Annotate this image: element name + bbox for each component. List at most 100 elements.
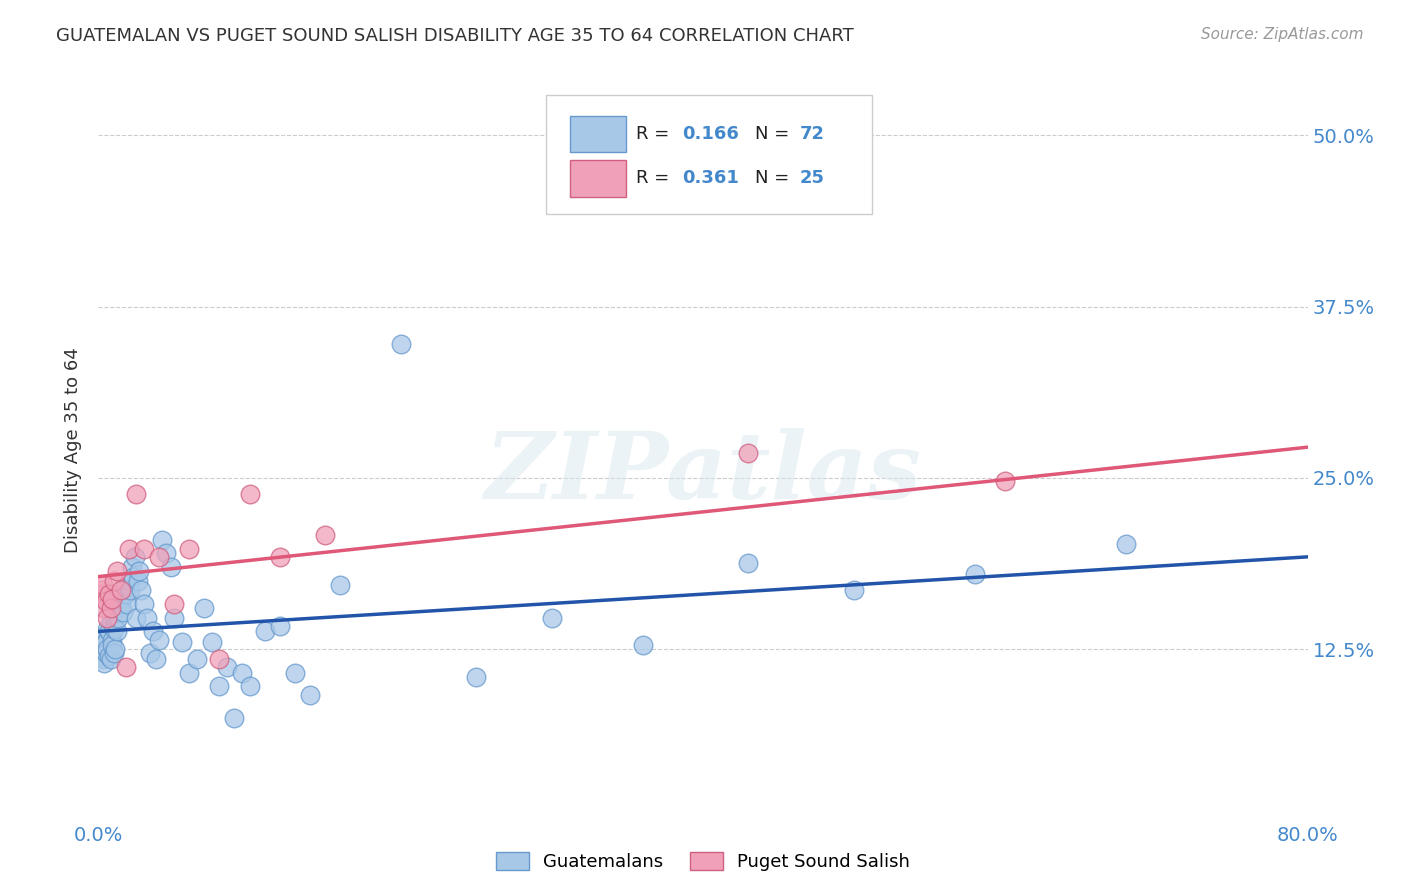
Point bbox=[239, 679, 262, 693]
Point bbox=[125, 611, 148, 625]
Point bbox=[186, 652, 208, 666]
Point bbox=[100, 601, 122, 615]
Point bbox=[89, 638, 111, 652]
Point bbox=[163, 611, 186, 625]
Point bbox=[540, 611, 562, 625]
Point bbox=[145, 652, 167, 666]
Point bbox=[208, 652, 231, 666]
Point bbox=[118, 574, 141, 588]
Point bbox=[465, 670, 488, 684]
Point bbox=[104, 611, 127, 625]
Point bbox=[100, 615, 122, 629]
FancyBboxPatch shape bbox=[546, 95, 872, 213]
Point bbox=[170, 635, 193, 649]
Point bbox=[125, 487, 148, 501]
Point bbox=[93, 656, 115, 670]
Point bbox=[101, 591, 124, 606]
Point bbox=[1115, 537, 1137, 551]
Point bbox=[284, 665, 307, 680]
Point bbox=[103, 622, 125, 636]
Point bbox=[96, 611, 118, 625]
Point bbox=[118, 542, 141, 557]
Text: 0.361: 0.361 bbox=[682, 169, 740, 187]
Point bbox=[98, 624, 121, 639]
Point bbox=[94, 646, 117, 660]
Point bbox=[148, 632, 170, 647]
Point bbox=[122, 569, 145, 583]
Point bbox=[737, 556, 759, 570]
Point bbox=[127, 574, 149, 588]
Point bbox=[120, 583, 142, 598]
Point bbox=[208, 679, 231, 693]
Point bbox=[96, 622, 118, 636]
Point bbox=[103, 646, 125, 660]
Point bbox=[103, 574, 125, 588]
Point bbox=[142, 624, 165, 639]
Point bbox=[89, 587, 111, 601]
Point bbox=[737, 446, 759, 460]
Point bbox=[98, 587, 121, 601]
Point bbox=[994, 474, 1017, 488]
Text: ZIPatlas: ZIPatlas bbox=[485, 427, 921, 517]
Point bbox=[105, 624, 128, 639]
Point bbox=[179, 665, 201, 680]
Text: 25: 25 bbox=[800, 169, 825, 187]
FancyBboxPatch shape bbox=[569, 116, 626, 153]
FancyBboxPatch shape bbox=[569, 161, 626, 196]
Point bbox=[94, 635, 117, 649]
Point bbox=[135, 611, 157, 625]
Point bbox=[115, 597, 138, 611]
Point bbox=[155, 546, 177, 560]
Point bbox=[111, 605, 134, 619]
Y-axis label: Disability Age 35 to 64: Disability Age 35 to 64 bbox=[65, 348, 83, 553]
Point bbox=[132, 542, 155, 557]
Point bbox=[389, 336, 412, 351]
Point bbox=[90, 632, 112, 647]
Point bbox=[224, 711, 246, 725]
Text: Source: ZipAtlas.com: Source: ZipAtlas.com bbox=[1201, 27, 1364, 42]
Point bbox=[91, 628, 114, 642]
Text: GUATEMALAN VS PUGET SOUND SALISH DISABILITY AGE 35 TO 64 CORRELATION CHART: GUATEMALAN VS PUGET SOUND SALISH DISABIL… bbox=[56, 27, 853, 45]
Point bbox=[104, 642, 127, 657]
Point bbox=[965, 566, 987, 581]
Text: R =: R = bbox=[637, 169, 675, 187]
Text: 72: 72 bbox=[800, 125, 825, 143]
Point bbox=[93, 601, 115, 615]
Point bbox=[91, 652, 114, 666]
Point bbox=[121, 560, 143, 574]
Point bbox=[101, 638, 124, 652]
Point bbox=[148, 550, 170, 565]
Text: N =: N = bbox=[755, 125, 794, 143]
Point bbox=[105, 601, 128, 615]
Point bbox=[179, 542, 201, 557]
Point bbox=[98, 649, 121, 664]
Point bbox=[114, 660, 136, 674]
Point bbox=[94, 594, 117, 608]
Point bbox=[201, 635, 224, 649]
Point bbox=[132, 597, 155, 611]
Legend: Guatemalans, Puget Sound Salish: Guatemalans, Puget Sound Salish bbox=[489, 845, 917, 879]
Point bbox=[129, 583, 152, 598]
Point bbox=[215, 660, 238, 674]
Point bbox=[105, 564, 128, 578]
Point bbox=[299, 688, 322, 702]
Point bbox=[269, 550, 291, 565]
Point bbox=[844, 583, 866, 598]
Point bbox=[110, 597, 132, 611]
Point bbox=[139, 646, 162, 660]
Point bbox=[114, 587, 136, 601]
Point bbox=[108, 591, 131, 606]
Point bbox=[96, 642, 118, 657]
Point bbox=[314, 528, 336, 542]
Text: N =: N = bbox=[755, 169, 794, 187]
Point bbox=[90, 649, 112, 664]
Text: 0.166: 0.166 bbox=[682, 125, 740, 143]
Point bbox=[110, 583, 132, 598]
Point bbox=[107, 611, 129, 625]
Point bbox=[269, 619, 291, 633]
Point bbox=[100, 652, 122, 666]
Point bbox=[631, 638, 654, 652]
Point bbox=[329, 578, 352, 592]
Point bbox=[112, 581, 135, 595]
Point bbox=[90, 583, 112, 598]
